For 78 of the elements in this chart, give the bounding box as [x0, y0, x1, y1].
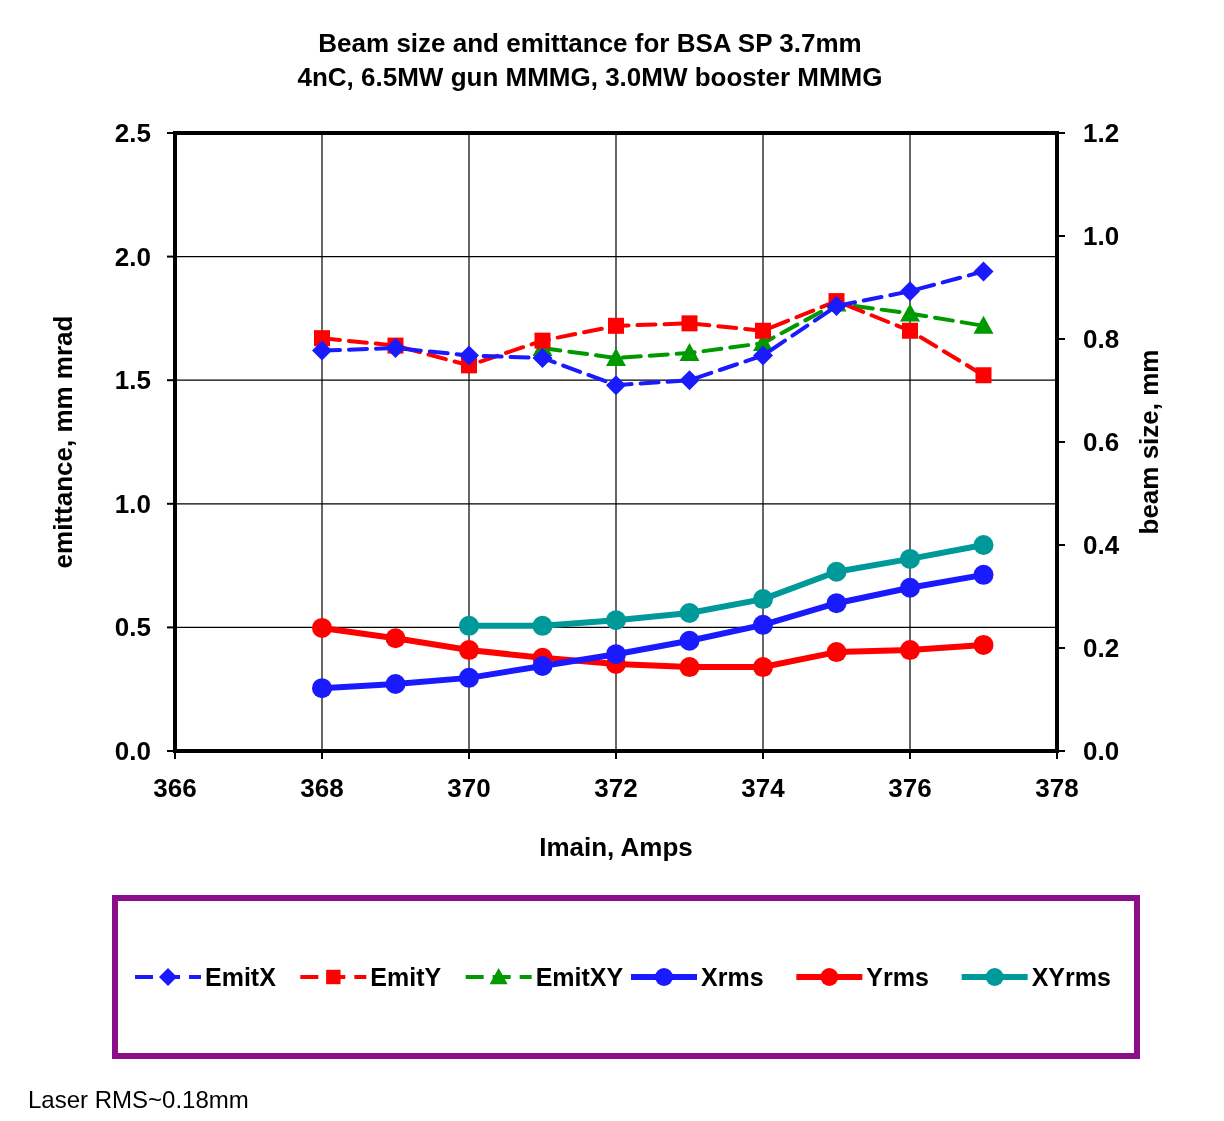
point — [826, 561, 847, 582]
point — [606, 375, 626, 396]
point — [900, 548, 920, 569]
y2-tick-label: 1.0 — [1083, 221, 1120, 251]
x-tick-label: 370 — [447, 773, 491, 803]
point — [973, 315, 994, 334]
point — [312, 617, 332, 638]
point — [532, 347, 553, 368]
point — [459, 667, 479, 688]
point — [973, 564, 994, 585]
point — [753, 614, 773, 635]
y-tick-label: 0.0 — [114, 736, 151, 766]
legend-label: EmitXY — [535, 963, 624, 991]
y-tick-label: 2.5 — [114, 118, 151, 148]
y-axis-title: emittance, mm mrad — [48, 315, 78, 569]
x-tick-label: 374 — [741, 773, 786, 803]
point — [753, 589, 773, 610]
point — [679, 602, 700, 623]
x-tick-label: 372 — [594, 773, 638, 803]
point — [679, 370, 700, 391]
y2-tick-label: 0.0 — [1083, 736, 1120, 766]
point — [385, 628, 406, 649]
point — [606, 610, 626, 631]
point — [900, 281, 920, 302]
y2-tick-label: 1.2 — [1083, 118, 1120, 148]
point — [534, 332, 551, 349]
point — [826, 593, 847, 614]
y-tick-label: 0.5 — [114, 612, 151, 643]
y-tick-label: 1.5 — [114, 365, 151, 396]
point — [459, 615, 479, 636]
point — [459, 345, 479, 366]
y2-tick-label: 0.2 — [1083, 633, 1120, 663]
point — [606, 347, 626, 366]
point — [679, 630, 700, 651]
y2-tick-label: 0.4 — [1083, 530, 1120, 560]
legend-label: XYrms — [1031, 963, 1111, 991]
legend-label: EmitX — [205, 963, 277, 991]
point — [753, 657, 773, 678]
x-axis-title: Imain, Amps — [539, 832, 693, 862]
legend-label: Yrms — [866, 963, 929, 991]
point — [606, 644, 626, 665]
text: Laser RMS~0.18mm — [28, 1086, 249, 1113]
point — [902, 322, 918, 339]
point — [900, 577, 920, 598]
point — [973, 634, 994, 655]
y2-tick-label: 0.6 — [1083, 427, 1120, 457]
legend-label: EmitY — [370, 963, 442, 991]
y2-axis-title: beam size, mm — [1134, 349, 1164, 535]
x-tick-label: 378 — [1035, 773, 1079, 803]
point — [900, 303, 920, 322]
x-tick-label: 368 — [300, 773, 344, 803]
chart-title: Beam size and emittance for BSA SP 3.7mm — [318, 28, 862, 58]
point — [681, 315, 698, 332]
point — [900, 640, 920, 661]
point — [679, 657, 700, 678]
legend-label: Xrms — [701, 963, 764, 991]
point — [385, 674, 406, 695]
point — [608, 317, 624, 334]
y-tick-label: 1.0 — [114, 488, 151, 519]
chart-subtitle: 4nC, 6.5MW gun MMMG, 3.0MW booster MMMG — [297, 62, 883, 92]
point — [973, 261, 994, 282]
point — [826, 296, 847, 317]
point — [532, 615, 553, 636]
point — [385, 338, 406, 359]
y2-tick-label: 0.8 — [1083, 324, 1120, 354]
point — [755, 322, 771, 339]
point — [753, 345, 773, 366]
point — [679, 343, 700, 362]
point — [826, 642, 847, 663]
x-tick-label: 376 — [888, 773, 932, 803]
point — [312, 678, 332, 699]
y-tick-label: 2.0 — [114, 241, 151, 272]
point — [973, 535, 994, 555]
point — [312, 340, 332, 361]
point — [532, 656, 553, 677]
point — [975, 367, 992, 384]
x-tick-label: 366 — [153, 773, 197, 803]
point — [459, 640, 479, 661]
